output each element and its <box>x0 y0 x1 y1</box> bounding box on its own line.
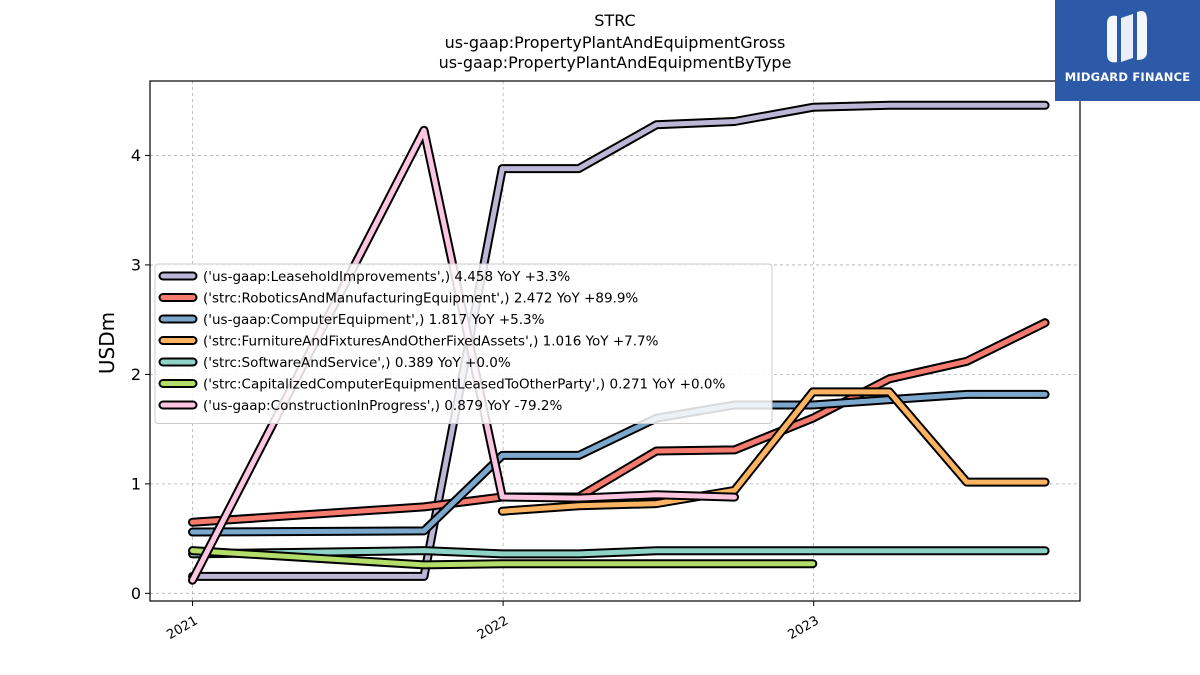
series-line <box>497 387 1050 516</box>
legend-box <box>154 263 773 424</box>
series-line-stroke <box>499 389 1048 514</box>
y-tick-label: 2 <box>131 365 141 384</box>
x-tick-label: 2023 <box>786 613 822 643</box>
series-line <box>188 546 818 570</box>
series-line <box>188 318 1050 527</box>
legend-label: ('strc:FurnitureAndFixturesAndOtherFixed… <box>203 334 659 350</box>
series-line <box>188 125 739 585</box>
legend-item: ('strc:FurnitureAndFixturesAndOtherFixed… <box>158 334 659 350</box>
logo-mark-icon <box>1107 11 1147 63</box>
series-line-stroke <box>190 548 816 568</box>
series-lines <box>188 100 1050 585</box>
y-tick-label: 4 <box>131 146 141 165</box>
legend: ('us-gaap:LeaseholdImprovements',) 4.458… <box>154 263 773 424</box>
legend-item: ('us-gaap:ComputerEquipment',) 1.817 YoY… <box>158 312 545 328</box>
legend-item: ('strc:RoboticsAndManufacturingEquipment… <box>158 291 638 307</box>
legend-item: ('strc:CapitalizedComputerEquipmentLease… <box>158 377 725 393</box>
legend-item: ('us-gaap:ConstructionInProgress',) 0.87… <box>158 398 562 414</box>
chart-title-line-1: STRC <box>594 11 635 30</box>
y-tick-label: 0 <box>131 584 141 603</box>
legend-label: ('us-gaap:ConstructionInProgress',) 0.87… <box>203 398 562 414</box>
series-line-stroke <box>190 127 737 583</box>
plot-frame <box>149 80 1081 602</box>
chart-title-line-3: us-gaap:PropertyPlantAndEquipmentByType <box>439 53 792 72</box>
legend-label: ('strc:CapitalizedComputerEquipmentLease… <box>203 377 725 393</box>
series-line <box>188 546 1050 559</box>
y-axis-label: USDm <box>95 312 119 374</box>
legend-label: ('strc:SoftwareAndService',) 0.389 YoY +… <box>203 355 511 371</box>
legend-label: ('us-gaap:LeaseholdImprovements',) 4.458… <box>203 269 570 285</box>
legend-item: ('strc:SoftwareAndService',) 0.389 YoY +… <box>158 355 511 371</box>
legend-item: ('us-gaap:LeaseholdImprovements',) 4.458… <box>158 269 570 285</box>
midgard-finance-logo: MIDGARD FINANCE <box>1055 0 1200 101</box>
x-tick-label: 2022 <box>475 613 511 643</box>
legend-label: ('strc:RoboticsAndManufacturingEquipment… <box>203 291 638 307</box>
series-line-stroke <box>190 548 1048 557</box>
legend-label: ('us-gaap:ComputerEquipment',) 1.817 YoY… <box>203 312 545 328</box>
chart-title-line-2: us-gaap:PropertyPlantAndEquipmentGross <box>445 33 786 52</box>
series-line-stroke <box>190 320 1048 525</box>
y-tick-label: 1 <box>131 474 141 493</box>
logo-text: MIDGARD FINANCE <box>1064 70 1191 84</box>
chart-title: STRC us-gaap:PropertyPlantAndEquipmentGr… <box>439 11 792 72</box>
x-tick-label: 2021 <box>164 613 200 643</box>
y-tick-label: 3 <box>131 255 141 274</box>
